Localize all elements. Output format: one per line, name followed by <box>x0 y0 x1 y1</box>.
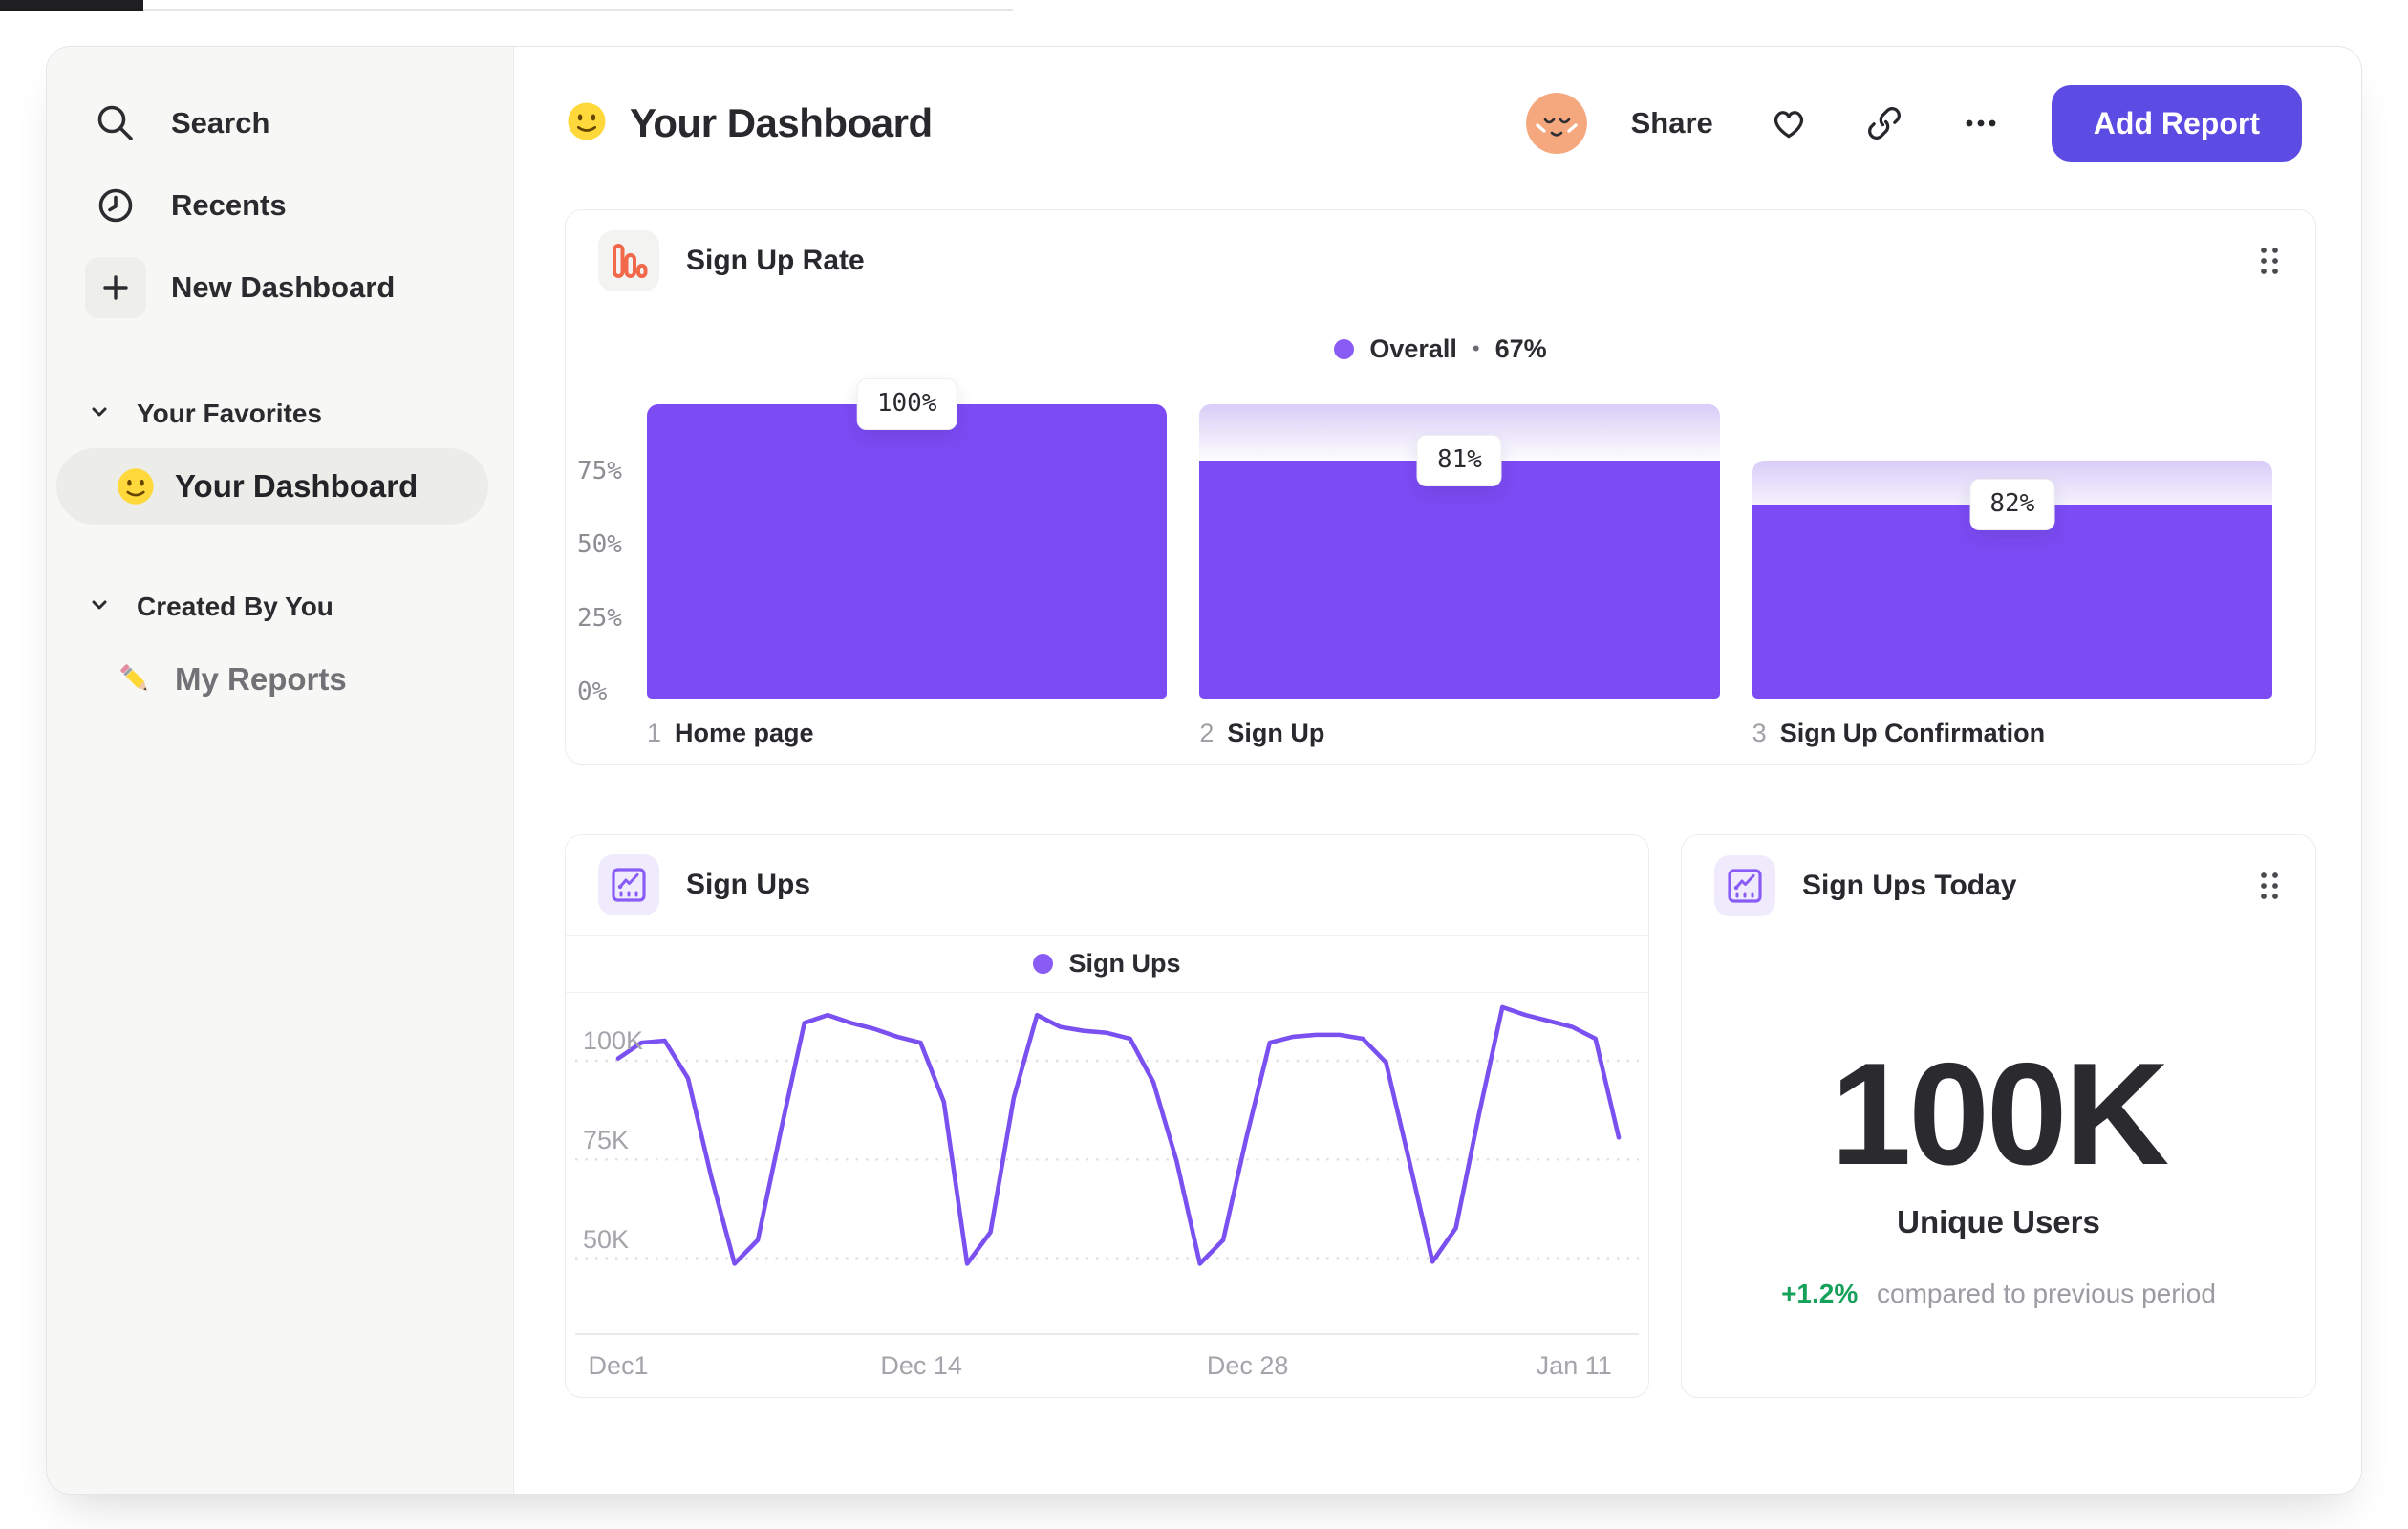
ellipsis-icon[interactable] <box>1960 102 2002 144</box>
sidebar-item-new-dashboard[interactable]: New Dashboard <box>47 247 513 329</box>
y-tick: 50% <box>577 530 622 559</box>
x-tick: Dec 28 <box>1206 1351 1289 1380</box>
bar-value-tooltip: 100% <box>856 378 957 430</box>
section-title: Your Favorites <box>137 398 322 428</box>
pencil-emoji <box>114 657 158 701</box>
bar-value-tooltip: 82% <box>1969 478 2055 530</box>
signups-today-card: Sign Ups Today 100K Unique Users +1.2% c… <box>1681 834 2316 1398</box>
main-content: Your Dashboard Share Add Report <box>514 47 2361 1494</box>
search-icon <box>85 93 146 154</box>
funnel-bar-fill <box>1752 504 2272 699</box>
funnel-bar[interactable]: 82% <box>1752 404 2272 699</box>
step-number: 3 <box>1752 719 1767 747</box>
signups-card: Sign Ups Sign Ups 100K 75K 50K Dec1 Dec 14 D… <box>565 834 1649 1398</box>
card-header: Sign Up Rate <box>566 210 2315 312</box>
sidebar-item-label: Recents <box>171 188 287 222</box>
line-chart-icon <box>1714 854 1775 916</box>
metric-value: 100K <box>1830 1033 2169 1195</box>
sidebar: Search Recents New Dashboard Your Favori… <box>47 47 514 1494</box>
legend-dot <box>1033 954 1054 974</box>
bar-value-tooltip: 81% <box>1417 434 1502 486</box>
line-x-axis: Dec1 Dec 14 Dec 28 Jan 11 <box>575 1351 1639 1389</box>
delta-value: +1.2% <box>1781 1279 1859 1308</box>
line-chart: 100K 75K 50K <box>575 996 1639 1335</box>
section-your-favorites[interactable]: Your Favorites <box>87 398 322 429</box>
app-window: Search Recents New Dashboard Your Favori… <box>46 46 2362 1495</box>
funnel-step-label: 3 Sign Up Confirmation <box>1752 719 2272 748</box>
share-button[interactable]: Share <box>1630 106 1713 140</box>
y-tick: 25% <box>577 604 622 633</box>
funnel-bar-fill <box>647 404 1168 699</box>
step-number: 1 <box>647 719 662 747</box>
sidebar-item-label: New Dashboard <box>171 270 396 304</box>
legend-label: Overall <box>1369 334 1457 363</box>
funnel-bar[interactable]: 81% <box>1199 404 1720 699</box>
legend-label: Sign Ups <box>1068 949 1181 978</box>
add-report-button[interactable]: Add Report <box>2051 85 2302 162</box>
heart-icon[interactable] <box>1769 103 1809 143</box>
title-group: Your Dashboard <box>565 99 933 148</box>
bar-chart-icon <box>598 230 659 291</box>
card-title: Sign Up Rate <box>686 245 865 276</box>
funnel-step-label: 2 Sign Up <box>1199 719 1719 748</box>
funnel-legend: Overall • 67% <box>566 312 2315 385</box>
metric-delta-row: +1.2% compared to previous period <box>1682 1279 2315 1309</box>
x-tick: Dec 14 <box>880 1351 962 1380</box>
clock-icon <box>85 175 146 236</box>
smiley-emoji <box>114 464 158 508</box>
dashboard-header: Your Dashboard Share Add Report <box>565 80 2302 166</box>
y-tick: 50K <box>583 1225 630 1255</box>
card-title: Sign Ups <box>686 869 811 900</box>
x-tick: Jan 11 <box>1536 1351 1612 1380</box>
legend-value: 67% <box>1494 334 1547 363</box>
plus-icon <box>85 257 146 318</box>
funnel-bar-fill <box>1199 460 1720 699</box>
page-title: Your Dashboard <box>630 100 933 145</box>
delta-caption: compared to previous period <box>1877 1279 2216 1308</box>
drag-handle-icon[interactable] <box>2256 243 2283 279</box>
y-tick: 100K <box>583 1026 644 1056</box>
sidebar-item-recents[interactable]: Recents <box>47 164 513 247</box>
legend-separator: • <box>1472 336 1480 360</box>
smiley-emoji <box>565 99 609 148</box>
line-chart-icon <box>598 854 659 915</box>
metric-label: Unique Users <box>1897 1204 2100 1239</box>
line-legend: Sign Ups <box>566 936 1648 993</box>
funnel-x-axis: 1 Home page 2 Sign Up 3 Sign Up Confirmation <box>647 719 2272 748</box>
legend-dot <box>1334 338 1355 359</box>
funnel-step-label: 1 Home page <box>647 719 1167 748</box>
sidebar-item-my-reports[interactable]: My Reports <box>56 641 488 718</box>
chevron-down-icon <box>87 592 112 622</box>
card-header: Sign Ups <box>566 835 1648 936</box>
section-created-by-you[interactable]: Created By You <box>87 592 333 622</box>
funnel-chart: 100% 81% 82% <box>647 378 2272 699</box>
signup-rate-card: Sign Up Rate Overall • 67% 75% 50% 25% 0% 1… <box>565 209 2316 764</box>
y-tick: 0% <box>577 678 608 706</box>
card-title: Sign Ups Today <box>1802 869 2017 901</box>
funnel-bar[interactable]: 100% <box>647 378 1168 699</box>
background-window-hairline <box>0 9 1013 11</box>
step-name: Sign Up <box>1227 719 1325 747</box>
avatar[interactable] <box>1525 93 1587 154</box>
drag-handle-icon[interactable] <box>2256 868 2283 904</box>
card-header: Sign Ups Today <box>1682 835 2315 936</box>
sidebar-item-label: My Reports <box>175 661 347 697</box>
sidebar-item-your-dashboard[interactable]: Your Dashboard <box>56 448 488 525</box>
step-number: 2 <box>1199 719 1215 747</box>
header-actions: Share Add Report <box>1525 85 2302 162</box>
background-window-edge <box>0 0 143 11</box>
step-name: Sign Up Confirmation <box>1779 719 2046 747</box>
sidebar-item-search[interactable]: Search <box>47 82 513 164</box>
sidebar-item-label: Your Dashboard <box>175 468 419 504</box>
chevron-down-icon <box>87 399 112 429</box>
step-name: Home page <box>675 719 814 747</box>
link-icon[interactable] <box>1864 103 1904 143</box>
x-tick: Dec1 <box>588 1351 649 1380</box>
section-title: Created By You <box>137 592 333 621</box>
y-tick: 75% <box>577 457 622 485</box>
y-tick: 75K <box>583 1126 630 1155</box>
sidebar-item-label: Search <box>171 106 270 140</box>
funnel-y-axis: 75% 50% 25% 0% <box>577 404 644 706</box>
